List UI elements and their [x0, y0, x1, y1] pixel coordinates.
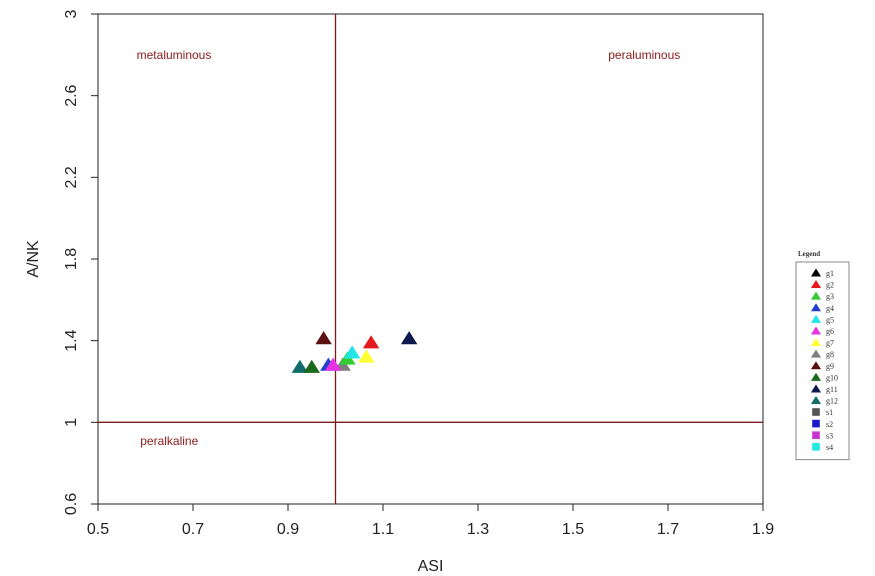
legend-label-g3: g3 [826, 292, 834, 301]
x-tick-label: 0.7 [182, 521, 204, 538]
legend-label-g10: g10 [826, 373, 838, 382]
y-tick-label: 0.6 [63, 493, 80, 515]
legend-box [795, 261, 850, 461]
legend-label-g1: g1 [826, 269, 834, 278]
legend-marker-s4 [812, 443, 820, 451]
legend-marker-s1 [812, 408, 820, 416]
data-point-g6 [324, 357, 342, 371]
legend-label-g7: g7 [826, 339, 834, 348]
data-point-g10 [303, 359, 320, 373]
x-tick-label: 1.7 [657, 521, 679, 538]
legend-marker-g5 [810, 314, 822, 323]
x-tick-label: 1.3 [467, 521, 489, 538]
y-tick-label: 2.2 [63, 166, 80, 188]
legend-marker-g12 [810, 396, 822, 405]
legend-title: Legend [798, 250, 820, 258]
x-axis-title: ASI [418, 558, 444, 575]
x-tick-label: 1.5 [562, 521, 584, 538]
region-label: metaluminous [137, 48, 212, 62]
region-label: peralkaline [140, 434, 198, 448]
y-tick-label: 1 [63, 418, 80, 427]
legend-label-s4: s4 [826, 443, 833, 452]
legend-label-g5: g5 [826, 315, 834, 324]
legend-marker-g11 [810, 384, 822, 393]
y-tick-label: 1.4 [63, 329, 80, 351]
y-tick-label: 1.8 [63, 248, 80, 270]
x-tick-label: 0.5 [87, 521, 109, 538]
x-tick-label: 1.1 [372, 521, 394, 538]
y-axis-title: A/NK [25, 240, 42, 278]
legend-marker-s3 [812, 431, 820, 439]
y-tick-label: 3 [63, 9, 80, 18]
legend-label-g12: g12 [826, 397, 838, 406]
legend-marker-g2 [810, 280, 822, 289]
legend-marker-s2 [812, 419, 820, 428]
data-point-g9 [315, 331, 332, 345]
y-tick-label: 2.6 [63, 84, 80, 106]
plot-area: 0.5 0.7 0.9 1.1 1.3 1.5 1.7 1.9 0.6 1 1.4 1.8 2.2 2.6… [25, 9, 774, 575]
legend-label-g4: g4 [826, 304, 834, 313]
legend-marker-g10 [810, 372, 822, 381]
legend-label-s1: s1 [826, 408, 833, 417]
legend-label-g6: g6 [826, 327, 834, 336]
legend-label-g2: g2 [826, 281, 834, 290]
legend-label-g9: g9 [826, 362, 834, 371]
data-point-g5 [343, 345, 361, 359]
plot-frame [97, 13, 764, 505]
legend-label-g11: g11 [826, 385, 838, 394]
x-tick-label: 0.9 [277, 521, 299, 538]
legend-marker-g1 [810, 268, 822, 277]
legend-marker-g8 [810, 349, 822, 358]
legend-marker-g9 [810, 361, 822, 370]
legend-label-s3: s3 [826, 431, 833, 440]
legend-label-g8: g8 [826, 350, 834, 359]
data-point-g12 [291, 359, 309, 373]
x-tick-label: 1.9 [752, 521, 774, 538]
legend: Legend g1 g2 g3 g4 g5 g6 g7 g8 g9 g10 g11 g12 s1 s2 s3 s… [795, 250, 850, 461]
region-label: peraluminous [608, 48, 680, 62]
legend-marker-g6 [810, 326, 822, 335]
legend-marker-g7 [810, 338, 822, 347]
data-point-g11 [400, 331, 418, 345]
data-point-g7 [358, 349, 375, 363]
legend-label-s2: s2 [826, 420, 833, 429]
data-point-g2 [362, 335, 380, 349]
legend-marker-g3 [810, 291, 822, 300]
legend-marker-g4 [810, 303, 822, 312]
